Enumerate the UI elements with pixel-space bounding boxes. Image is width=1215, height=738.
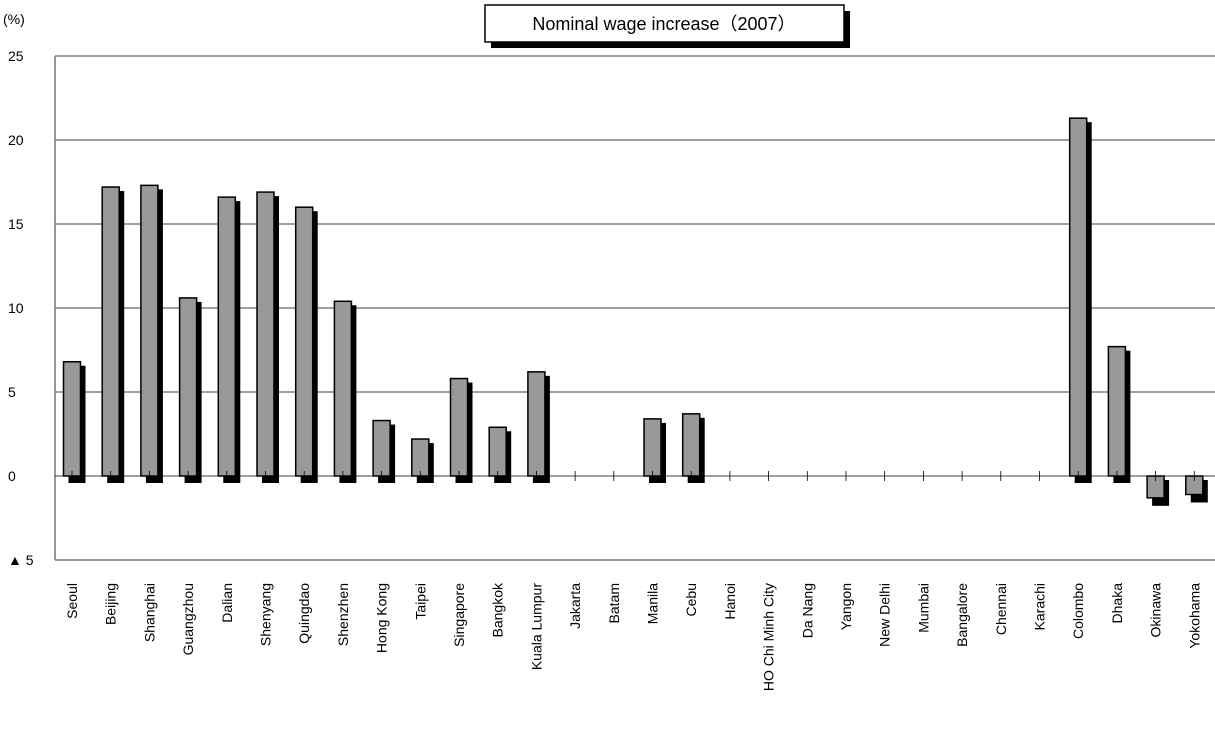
x-category-label: Manila <box>645 583 661 624</box>
chart-title: Nominal wage increase（2007） <box>532 14 795 34</box>
y-tick-label: 15 <box>8 216 24 232</box>
x-category-label: Yangon <box>838 583 854 630</box>
x-category-label: Bangkok <box>490 582 506 637</box>
x-category-label: Dhaka <box>1109 583 1125 624</box>
x-category-label: Shenzhen <box>335 583 351 646</box>
x-category-label: Hanoi <box>722 583 738 620</box>
x-category-label: Mumbai <box>915 583 931 633</box>
y-tick-label: 20 <box>8 132 24 148</box>
x-category-label: Shenyang <box>258 583 274 646</box>
x-category-label: Kuala Lumpur <box>528 583 544 671</box>
y-tick-label: ▲ 5 <box>8 552 34 568</box>
gridlines <box>55 55 1215 393</box>
x-category-label: Batam <box>606 583 622 623</box>
bar <box>643 418 662 477</box>
bar <box>294 206 314 477</box>
bar <box>178 297 198 477</box>
x-category-label: New Delhi <box>877 583 893 647</box>
y-tick-label: 0 <box>8 468 16 484</box>
bar <box>217 196 237 477</box>
bar <box>449 377 469 477</box>
x-category-label: Jakarta <box>567 583 583 629</box>
x-category-label: Hong Kong <box>374 583 390 653</box>
x-category-label: Seoul <box>64 583 80 619</box>
bar <box>527 371 546 477</box>
x-category-label: Beijing <box>103 583 119 625</box>
bar <box>488 426 507 477</box>
x-category-label: Chennai <box>993 583 1009 635</box>
x-category-label: Cebu <box>683 583 699 616</box>
x-tick-labels: Seoul Beijing Shanghai Guangzhou Dalian Sheny… <box>64 582 1202 691</box>
x-category-label: Okinawa <box>1148 583 1164 638</box>
bar <box>62 361 82 477</box>
bar <box>140 184 159 477</box>
x-category-label: Taipei <box>412 583 428 620</box>
x-category-label: HO Chi Minh City <box>761 583 777 691</box>
bars <box>62 117 1208 506</box>
x-category-label: Singapore <box>451 583 467 647</box>
x-category-label: Shanghai <box>141 583 157 642</box>
y-tick-label: 10 <box>8 300 24 316</box>
x-category-label: Bangalore <box>954 583 970 647</box>
x-category-label: Karachi <box>1032 583 1048 630</box>
y-tick-label: 25 <box>8 48 24 64</box>
bar <box>1107 345 1127 477</box>
x-category-label: Dalian <box>219 583 235 623</box>
x-category-label: Da Nang <box>799 583 815 638</box>
bar <box>256 191 275 477</box>
x-category-label: Guangzhou <box>180 583 196 655</box>
bar <box>411 438 430 477</box>
y-axis-unit-label: (%) <box>3 11 25 27</box>
bar <box>333 300 353 477</box>
x-category-label: Quingdao <box>296 583 312 644</box>
chart-title-box: Nominal wage increase（2007） <box>484 4 850 48</box>
bar <box>681 413 701 477</box>
y-tick-labels: 25 20 15 10 5 0 ▲ 5 <box>8 48 34 568</box>
y-tick-label: 5 <box>8 384 16 400</box>
x-category-label: Colombo <box>1070 583 1086 639</box>
bar <box>1068 117 1088 477</box>
bar <box>101 186 120 477</box>
bar <box>372 419 391 477</box>
x-category-label: Yokohama <box>1186 583 1202 649</box>
axes <box>54 56 1215 561</box>
